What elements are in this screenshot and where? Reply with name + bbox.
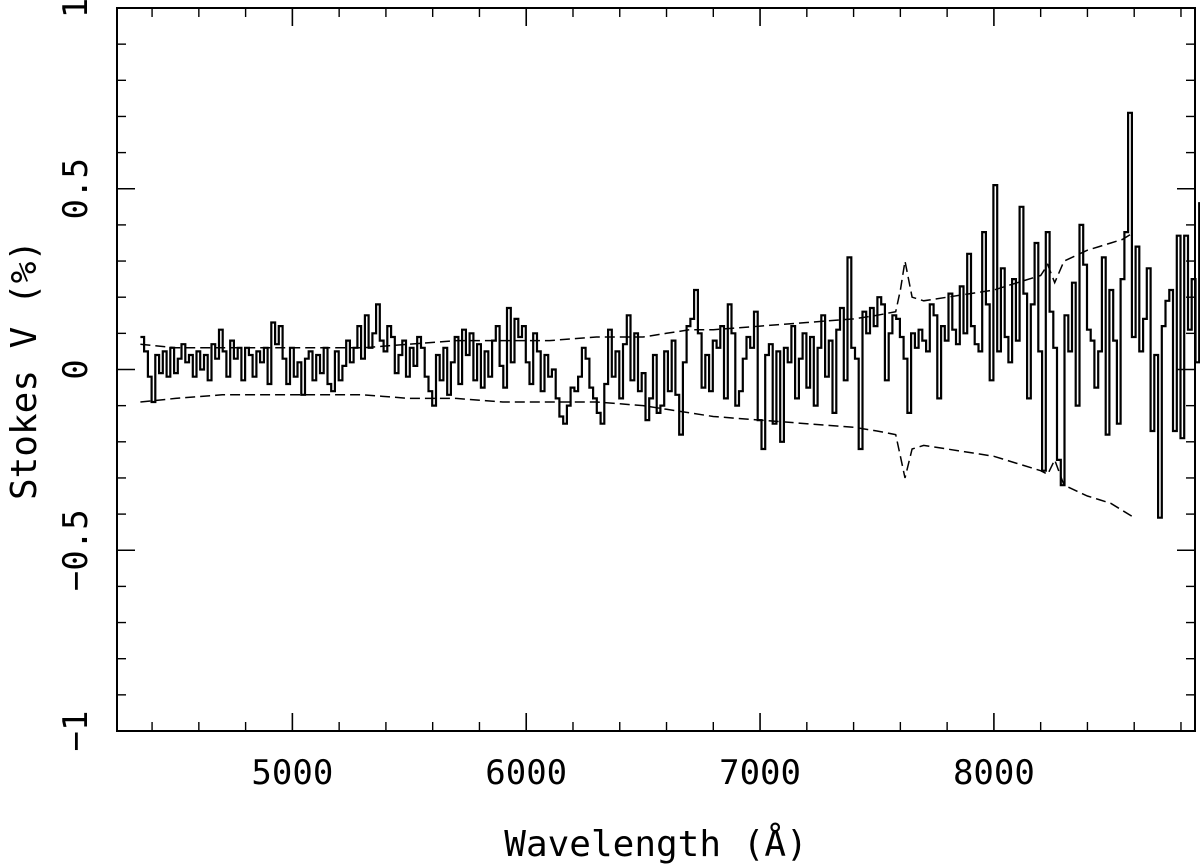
y-tick-label: −1 bbox=[56, 711, 96, 752]
y-tick-label: −0.5 bbox=[56, 509, 96, 591]
x-tick-labels: 5000 6000 7000 8000 bbox=[251, 753, 1034, 793]
minor-ticks bbox=[117, 8, 1195, 731]
error-envelope-dashed-line bbox=[140, 231, 1135, 349]
major-ticks bbox=[117, 7, 1195, 732]
error-envelope-dashed-line bbox=[140, 394, 1135, 519]
x-tick-label: 6000 bbox=[485, 753, 567, 793]
x-axis-title: Wavelength (Å) bbox=[504, 822, 807, 865]
x-tick-label: 7000 bbox=[719, 753, 801, 793]
y-axis-title: Stokes V (%) bbox=[4, 240, 45, 500]
y-tick-labels: −1 −0.5 0 0.5 1 bbox=[56, 0, 96, 751]
stokes-v-histogram bbox=[140, 111, 1200, 519]
y-tick-label: 0 bbox=[56, 359, 96, 379]
series-layer bbox=[140, 111, 1200, 519]
y-tick-label: 1 bbox=[56, 0, 96, 18]
x-tick-label: 5000 bbox=[251, 753, 333, 793]
x-tick-label: 8000 bbox=[953, 753, 1035, 793]
y-tick-label: 0.5 bbox=[56, 158, 96, 219]
